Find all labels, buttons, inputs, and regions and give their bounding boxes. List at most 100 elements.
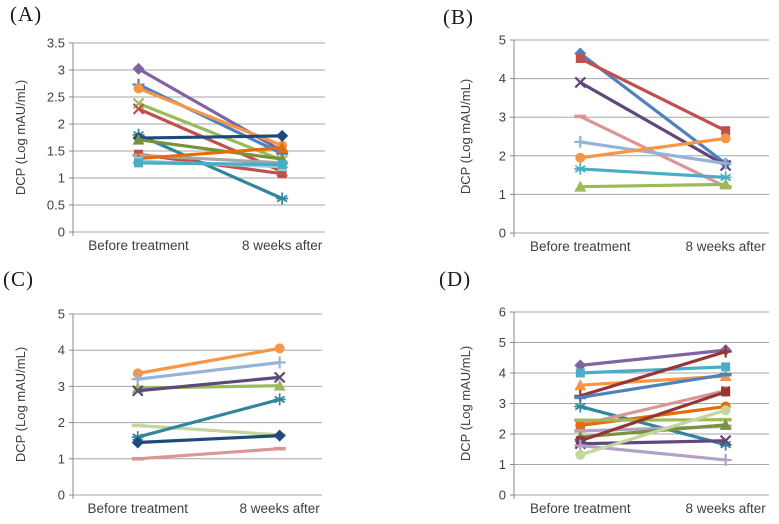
- series-line: [580, 365, 726, 375]
- series-line: [580, 439, 726, 446]
- y-tick-label: 3.5: [47, 36, 65, 51]
- series-marker-x: [131, 384, 144, 397]
- x-category-label: Before treatment: [530, 501, 631, 516]
- chart-d-slope-chart: 0 1 2 3 4 5 6 Before treatment 8 weeks after DCP …: [458, 305, 769, 516]
- series-marker-circle: [274, 343, 285, 354]
- series-line: [138, 134, 283, 140]
- series-marker-triangle: [273, 379, 286, 391]
- y-axis-title: DCP (Log mAU/mL): [13, 347, 28, 462]
- y-tick-label: 3: [499, 396, 506, 411]
- y-tick-label: 0: [58, 225, 65, 240]
- series-marker-x: [132, 103, 145, 115]
- series-marker-square: [575, 54, 585, 64]
- series-marker-triangle: [276, 141, 289, 153]
- panel-c: (C) 0 1 2 3 4 5 Before treatment 8 weeks after D…: [0, 262, 389, 524]
- series-marker-plus: [719, 345, 732, 358]
- series-marker-dash: [131, 423, 144, 428]
- series-marker-diamond: [131, 436, 144, 449]
- y-tick-label: 5: [499, 33, 506, 48]
- y-tick-label: 2.5: [47, 90, 65, 105]
- series-marker-x: [574, 76, 587, 89]
- panel-b-label: (B): [443, 5, 474, 29]
- series-line: [137, 423, 280, 437]
- x-category-label: Before treatment: [87, 501, 188, 516]
- series-line: [579, 408, 727, 457]
- series-line: [137, 397, 281, 439]
- series-marker-dash: [574, 429, 587, 433]
- y-tick-label: 2: [58, 117, 65, 132]
- series-line: [579, 57, 727, 133]
- series-marker-plus: [719, 453, 732, 466]
- x-category-label: 8 weeks after: [240, 501, 321, 516]
- y-tick-label: 1: [499, 457, 506, 472]
- series-marker-dash: [131, 457, 144, 461]
- series-line: [137, 375, 280, 393]
- panel-c-label: (C): [3, 267, 34, 291]
- series-line: [580, 418, 726, 422]
- series-line: [137, 434, 280, 445]
- y-axis-title: DCP (Log mAU/mL): [13, 80, 28, 195]
- y-tick-label: 4: [58, 343, 65, 358]
- series-marker-circle: [720, 133, 731, 144]
- series-marker-square: [575, 368, 585, 378]
- panel-d: (D) 0 1 2 3 4 5 6 Before treatment 8 weeks after…: [389, 262, 779, 524]
- series-line: [579, 405, 727, 447]
- panel-b: (B) 0 1 2 3 4 5 Before treatment 8 weeks after D…: [389, 0, 779, 262]
- series-marker-triangle: [574, 379, 587, 391]
- series-marker-circle: [575, 449, 586, 460]
- series-marker-plus: [574, 439, 587, 452]
- series-marker-dash: [574, 418, 587, 423]
- series-marker-square: [277, 160, 287, 169]
- y-tick-label: 1: [499, 187, 506, 202]
- series-marker-diamond: [574, 359, 587, 372]
- series-marker-asterisk: [719, 438, 732, 451]
- y-tick-label: 0: [499, 226, 506, 241]
- series-line: [579, 390, 727, 443]
- series-marker-dash: [574, 395, 587, 400]
- panel-a-label: (A): [10, 2, 43, 26]
- series-line: [580, 348, 726, 367]
- series-marker-asterisk: [719, 171, 732, 184]
- series-marker-circle: [133, 83, 144, 94]
- y-tick-label: 4: [499, 366, 506, 381]
- series-marker-asterisk: [273, 393, 286, 406]
- y-tick-label: 5: [58, 307, 65, 322]
- y-tick-label: 1: [58, 451, 65, 466]
- y-tick-label: 3: [58, 63, 65, 78]
- y-tick-label: 4: [499, 71, 506, 86]
- y-tick-label: 0: [58, 488, 65, 503]
- series-line: [137, 346, 280, 375]
- series-marker-square: [277, 169, 287, 179]
- x-category-label: Before treatment: [530, 239, 631, 254]
- panel-d-label: (D): [439, 267, 472, 291]
- series-marker-diamond: [273, 429, 286, 442]
- series-line: [580, 136, 726, 160]
- series-line: [138, 161, 283, 167]
- series-marker-square: [721, 362, 731, 372]
- series-marker-triangle: [719, 418, 732, 430]
- x-category-label: 8 weeks after: [686, 501, 767, 516]
- panel-a: (A) 0 0.5 1 1.5 2 2.5 3 3.5 Before treatment 8 we…: [0, 0, 389, 262]
- series-marker-asterisk: [574, 162, 587, 175]
- series-marker-diamond: [276, 129, 289, 142]
- y-axis-title: DCP (Log mAU/mL): [458, 79, 473, 194]
- y-tick-label: 1.5: [47, 144, 65, 159]
- x-category-label: 8 weeks after: [242, 238, 323, 253]
- series-line: [580, 182, 726, 189]
- x-category-label: 8 weeks after: [686, 239, 767, 254]
- series-marker-square: [134, 158, 144, 168]
- series-line: [580, 167, 726, 180]
- series-marker-x: [273, 371, 286, 384]
- series-marker-plus: [719, 157, 732, 170]
- y-axis-title: DCP (Log mAU/mL): [458, 346, 473, 461]
- series-marker-circle: [720, 405, 731, 416]
- series-line: [137, 360, 280, 381]
- series-marker-triangle: [719, 178, 732, 190]
- y-tick-label: 0: [499, 488, 506, 503]
- chart-c-slope-chart: 0 1 2 3 4 5 Before treatment 8 weeks after DCP (…: [13, 307, 322, 516]
- series-marker-plus: [574, 135, 587, 148]
- y-tick-label: 2: [499, 148, 506, 163]
- y-tick-label: 3: [499, 110, 506, 125]
- series-line: [579, 350, 727, 398]
